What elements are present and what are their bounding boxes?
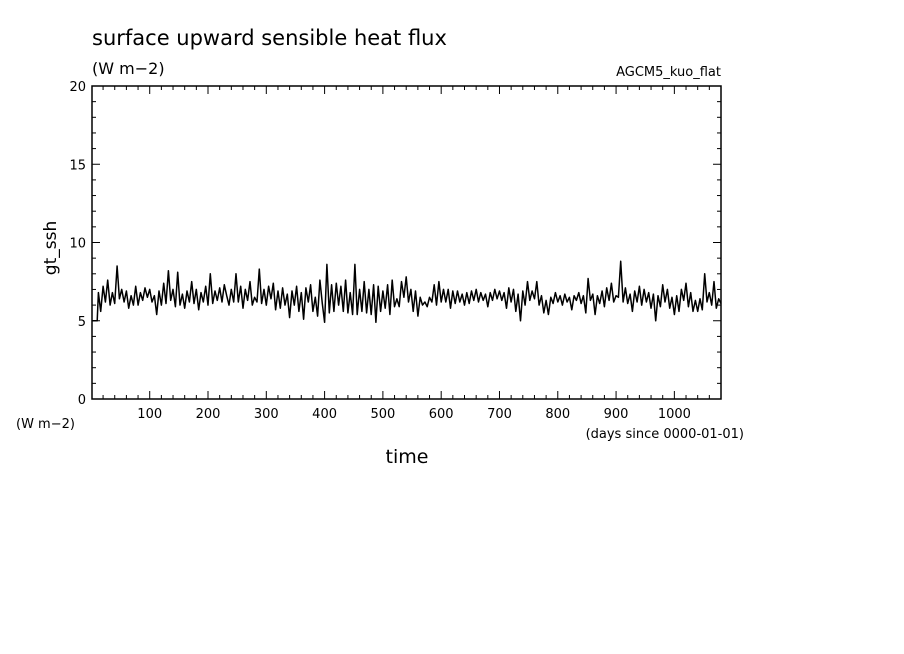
- x-tick-label: 800: [545, 407, 570, 422]
- x-axis-ticks: [102, 86, 710, 399]
- y-tick-label: 5: [78, 315, 86, 330]
- x-tick-label: 200: [196, 407, 221, 422]
- series-line: [92, 260, 722, 324]
- x-axis-label: time: [386, 446, 429, 468]
- x-tick-label: 300: [254, 407, 279, 422]
- x-tick-label: 400: [312, 407, 337, 422]
- title-units: (W m−2): [92, 59, 165, 78]
- x-tick-label: 100: [137, 407, 162, 422]
- x-tick-label: 900: [604, 407, 629, 422]
- experiment-label: AGCM5_kuo_flat: [616, 65, 721, 80]
- x-tick-label: 700: [487, 407, 512, 422]
- x-tick-labels: 100 200 300 400 500 600 700 800 900 1000: [137, 407, 691, 422]
- plot-frame: [91, 85, 722, 400]
- y-axis-units: (W m−2): [16, 417, 75, 432]
- y-axis-label: gt_ssh: [41, 221, 61, 275]
- x-axis-units: (days since 0000-01-01): [586, 427, 744, 442]
- x-tick-label: 1000: [658, 407, 691, 422]
- y-axis-ticks: [92, 101, 721, 384]
- x-tick-label: 600: [429, 407, 454, 422]
- y-tick-label: 20: [69, 80, 86, 95]
- y-tick-label: 15: [69, 158, 86, 173]
- y-tick-label: 0: [78, 393, 86, 408]
- y-tick-label: 10: [69, 237, 86, 252]
- chart-title: surface upward sensible heat flux: [92, 26, 447, 50]
- y-tick-labels: 0 5 10 15 20: [69, 80, 86, 408]
- x-tick-label: 500: [370, 407, 395, 422]
